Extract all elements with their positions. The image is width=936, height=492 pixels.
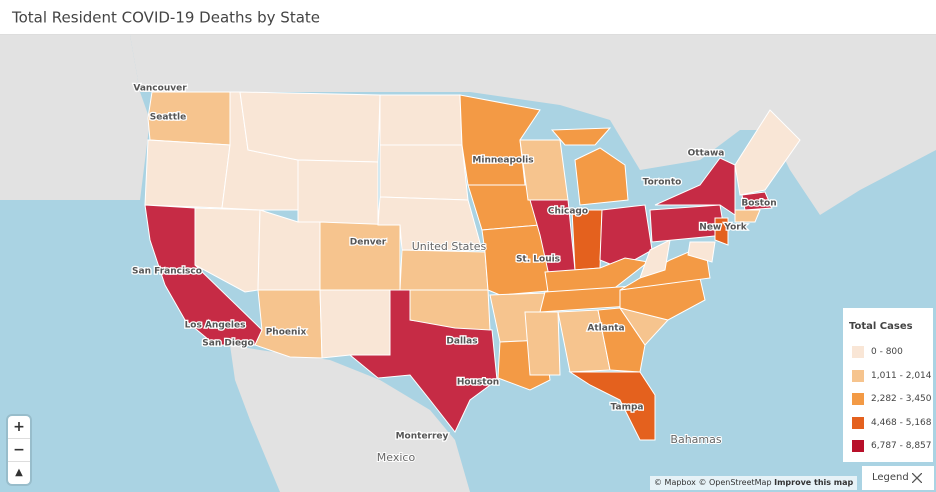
city-label: Toronto — [643, 178, 682, 188]
city-label: Dallas — [446, 337, 477, 347]
zoom-out-button[interactable]: − — [8, 439, 30, 462]
map-labels: Vancouver Seattle Minneapolis Ottawa Toronto… — [131, 82, 778, 465]
region-label: United States — [412, 240, 487, 253]
city-label: New York — [699, 223, 747, 233]
legend-swatch — [852, 369, 864, 382]
osm-link[interactable]: © OpenStreetMap — [698, 478, 772, 487]
city-label: Houston — [457, 378, 499, 388]
zoom-controls: + − ▲ — [8, 416, 30, 484]
region-label: Bahamas — [670, 433, 721, 446]
close-icon — [912, 473, 922, 483]
mexico — [230, 345, 470, 492]
legend-label: 6,787 - 8,857 — [871, 441, 932, 451]
legend-item: 4,468 - 5,168 — [852, 416, 932, 429]
legend-swatch — [852, 416, 864, 429]
city-label: St. Louis — [516, 255, 560, 265]
legend-item: 1,011 - 2,014 — [852, 369, 932, 382]
city-label: Seattle — [150, 113, 186, 123]
canada — [0, 35, 936, 215]
city-label: Los Angeles — [185, 321, 246, 331]
city-label: Minneapolis — [472, 156, 533, 166]
city-label: Vancouver — [133, 84, 187, 94]
legend-label: 1,011 - 2,014 — [871, 370, 932, 381]
legend-label: 2,282 - 3,450 — [871, 394, 932, 404]
legend-panel: Total Cases 0 - 800 1,011 - 2,014 2,282 - … — [843, 308, 933, 462]
compass-button[interactable]: ▲ — [15, 467, 23, 478]
legend-label: 0 - 800 — [871, 347, 903, 357]
city-label: Boston — [741, 199, 776, 209]
city-label: San Francisco — [132, 267, 202, 277]
legend-item: 2,282 - 3,450 — [852, 393, 932, 405]
legend-title: Total Cases — [849, 321, 913, 332]
legend-item: 6,787 - 8,857 — [852, 440, 932, 452]
header — [0, 0, 936, 35]
improve-link[interactable]: Improve this map — [774, 478, 854, 487]
city-label: Denver — [350, 238, 387, 248]
attribution: © Mapbox © OpenStreetMap Improve this ma… — [650, 476, 858, 490]
city-label: Tampa — [611, 403, 644, 413]
legend-item: 0 - 800 — [852, 346, 903, 358]
legend-label: 4,468 - 5,168 — [871, 417, 932, 428]
city-label: Ottawa — [688, 149, 725, 159]
city-label: San Diego — [202, 339, 253, 349]
legend-toggle-label: Legend — [872, 472, 909, 483]
city-label: Monterrey — [396, 432, 449, 442]
states — [144, 91, 801, 441]
page-title: Total Resident COVID-19 Deaths by State — [11, 9, 320, 27]
legend-swatch — [852, 346, 864, 358]
legend-toggle[interactable]: Legend — [862, 466, 934, 490]
canada-west — [0, 35, 150, 200]
city-label: Phoenix — [266, 328, 307, 338]
city-label: Chicago — [548, 207, 588, 217]
city-label: Atlanta — [587, 324, 624, 334]
region-label: Mexico — [377, 451, 416, 464]
legend-swatch — [852, 440, 864, 452]
mapbox-link[interactable]: © Mapbox — [654, 478, 696, 487]
legend-swatch — [852, 393, 864, 405]
zoom-in-button[interactable]: + — [8, 416, 30, 439]
